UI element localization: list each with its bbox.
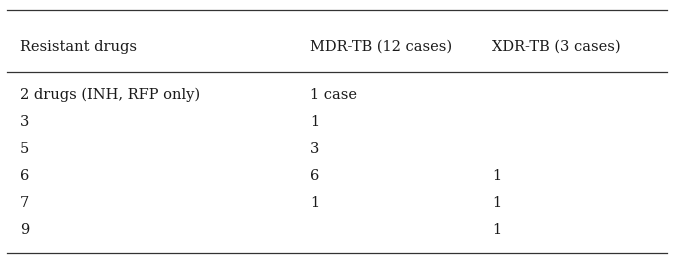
Text: 2 drugs (INH, RFP only): 2 drugs (INH, RFP only) [20,88,200,103]
Text: 6: 6 [20,169,30,183]
Text: MDR-TB (12 cases): MDR-TB (12 cases) [310,40,452,54]
Text: 1: 1 [310,115,319,129]
Text: 1: 1 [492,169,501,183]
Text: 7: 7 [20,196,30,210]
Text: XDR-TB (3 cases): XDR-TB (3 cases) [492,40,621,54]
Text: 9: 9 [20,223,30,237]
Text: 1 case: 1 case [310,88,357,102]
Text: 3: 3 [310,142,319,156]
Text: 1: 1 [310,196,319,210]
Text: 6: 6 [310,169,319,183]
Text: 5: 5 [20,142,30,156]
Text: Resistant drugs: Resistant drugs [20,40,137,54]
Text: 3: 3 [20,115,30,129]
Text: 1: 1 [492,196,501,210]
Text: 1: 1 [492,223,501,237]
